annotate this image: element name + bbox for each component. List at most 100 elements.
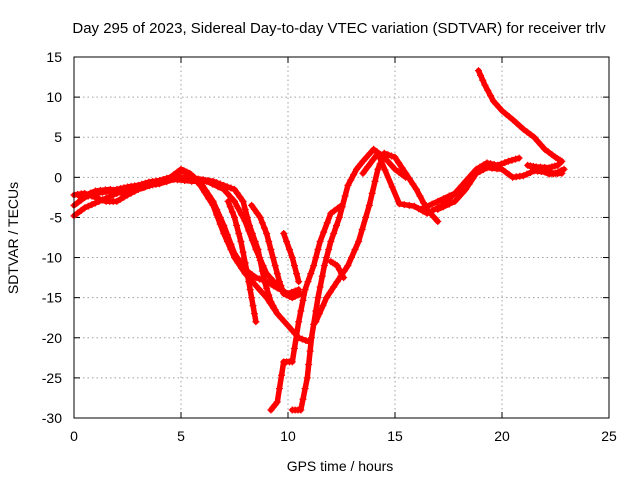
data-point-marker <box>451 197 459 205</box>
data-point-marker <box>303 374 311 382</box>
data-point-marker <box>258 219 266 227</box>
data-point-marker <box>512 155 520 163</box>
data-point-marker <box>271 306 279 314</box>
data-point-marker <box>387 161 395 169</box>
data-point-marker <box>255 286 263 294</box>
data-point-marker <box>209 201 217 209</box>
series-track-04 <box>70 173 281 318</box>
data-point-marker <box>434 205 442 213</box>
data-point-marker <box>231 185 238 193</box>
data-point-marker <box>410 202 418 210</box>
chart-title: Day 295 of 2023, Sidereal Day-to-day VTE… <box>72 20 606 37</box>
data-point-marker <box>304 278 312 286</box>
data-point-marker <box>293 270 301 278</box>
x-tick-label: 25 <box>601 428 617 444</box>
data-point-marker <box>245 221 253 229</box>
data-point-marker <box>250 310 258 318</box>
x-tick-label: 15 <box>387 428 403 444</box>
data-point-marker <box>106 185 114 193</box>
data-point-marker <box>120 184 128 192</box>
data-point-marker <box>454 185 462 193</box>
data-point-marker <box>458 181 466 189</box>
data-point-marker <box>298 335 306 343</box>
data-point-marker <box>417 205 425 213</box>
data-point-marker <box>330 207 338 215</box>
data-point-marker <box>538 167 546 175</box>
y-tick-label: -10 <box>42 250 62 266</box>
data-point-marker <box>227 184 235 192</box>
data-point-marker <box>231 197 238 205</box>
data-point-marker <box>74 199 82 207</box>
data-point-marker <box>91 193 99 201</box>
data-point-marker <box>84 191 92 199</box>
data-point-marker <box>288 254 296 262</box>
data-point-marker <box>541 145 549 153</box>
data-point-marker <box>209 177 217 185</box>
data-point-marker <box>371 177 379 185</box>
data-point-marker <box>260 278 268 286</box>
data-point-marker <box>170 175 178 183</box>
data-point-marker <box>278 286 286 294</box>
data-point-marker <box>440 195 448 203</box>
data-point-marker <box>81 189 89 197</box>
data-point-marker <box>340 274 348 282</box>
y-tick-label: 0 <box>54 169 62 185</box>
data-point-marker <box>301 385 309 393</box>
data-point-marker <box>280 318 288 326</box>
data-point-marker <box>258 267 266 275</box>
data-point-marker <box>347 176 355 184</box>
data-point-marker <box>479 76 487 84</box>
data-point-marker <box>509 116 517 124</box>
data-point-marker <box>81 204 89 212</box>
series-track-05 <box>248 201 305 302</box>
data-point-marker <box>333 278 341 286</box>
data-point-marker <box>498 107 506 115</box>
data-point-marker <box>358 225 366 233</box>
data-point-marker <box>555 160 563 168</box>
data-point-marker <box>323 294 331 302</box>
data-point-marker <box>359 157 367 165</box>
data-point-marker <box>243 270 251 278</box>
data-point-marker <box>405 175 413 183</box>
data-point-marker <box>381 166 389 174</box>
data-point-marker <box>504 157 512 165</box>
data-point-marker <box>333 262 341 270</box>
y-tick-label: 15 <box>46 49 62 65</box>
data-point-marker <box>220 181 228 189</box>
data-point-marker <box>246 286 254 294</box>
data-point-marker <box>412 185 420 193</box>
data-point-marker <box>251 238 259 246</box>
data-point-marker <box>250 205 258 213</box>
data-point-marker <box>288 326 296 334</box>
data-point-marker <box>316 238 324 246</box>
data-point-marker <box>355 238 363 246</box>
data-point-marker <box>99 196 107 204</box>
data-point-marker <box>434 217 442 225</box>
series-track-06 <box>224 197 260 326</box>
data-point-marker <box>359 169 367 177</box>
x-tick-label: 20 <box>494 428 510 444</box>
data-point-marker <box>252 318 260 326</box>
data-point-marker <box>524 161 532 169</box>
data-point-marker <box>248 201 256 209</box>
data-point-marker <box>498 165 506 173</box>
data-point-marker <box>302 336 310 344</box>
data-point-marker <box>299 296 307 304</box>
data-point-marker <box>256 256 264 264</box>
data-point-marker <box>293 331 301 339</box>
data-point-marker <box>388 183 396 191</box>
data-point-marker <box>362 213 370 221</box>
data-point-marker <box>327 209 335 217</box>
data-point-marker <box>256 213 264 221</box>
data-point-marker <box>265 238 273 246</box>
data-point-marker <box>236 193 244 201</box>
series-trace <box>268 202 345 413</box>
data-point-marker <box>484 86 492 94</box>
data-point-marker <box>481 81 489 89</box>
data-point-marker <box>259 290 267 298</box>
data-point-marker <box>391 165 399 173</box>
y-axis-label: SDTVAR / TECUs <box>5 182 21 294</box>
data-point-marker <box>387 152 395 160</box>
y-tick-label: -15 <box>42 290 62 306</box>
